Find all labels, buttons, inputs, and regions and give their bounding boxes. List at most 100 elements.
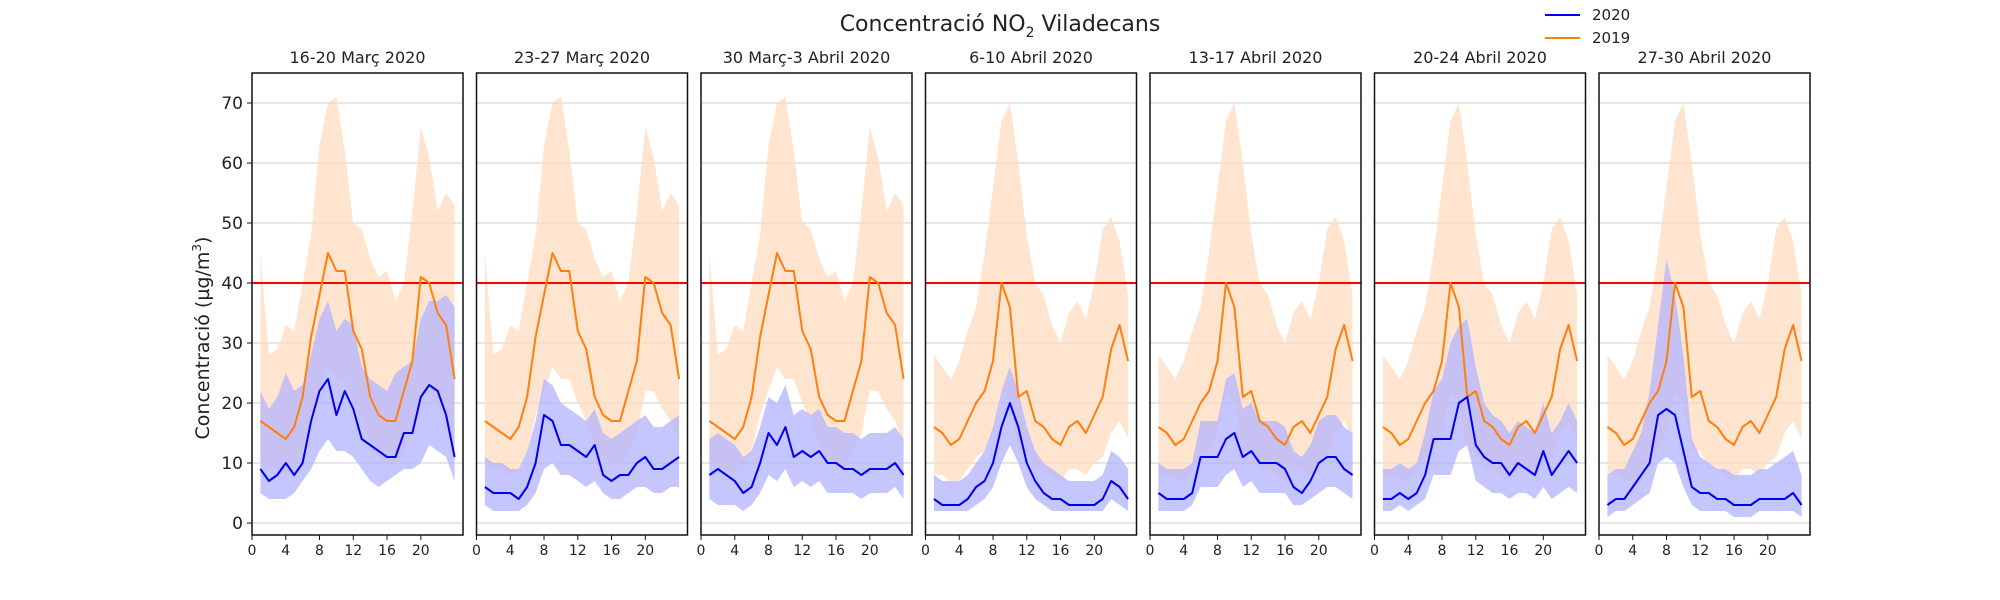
x-tick-label: 20 [412,543,430,559]
legend: 2020 2019 [1545,6,1630,47]
x-tick-label: 4 [1628,543,1637,559]
x-tick-label: 16 [1052,543,1070,559]
x-tick-label: 16 [378,543,396,559]
band-2020 [260,295,455,499]
y-tick-label: 20 [221,394,243,414]
series-2019-line [484,252,681,440]
y-tick-label: 70 [221,94,243,114]
band-2019 [1607,103,1802,481]
chart-title-main: Concentració NO [840,12,1026,37]
y-tick-label: 30 [221,334,243,354]
x-tick-label: 20 [861,543,879,559]
band-2020 [933,367,1129,511]
panel-frame [1373,72,1587,536]
legend-label-2019: 2019 [1592,29,1630,47]
band-2019 [1158,103,1353,481]
y-axis-label-superscript: 3 [190,244,204,252]
y-axis-label-end: ) [192,237,214,244]
x-tick-label: 4 [730,543,739,559]
x-tick-label: 0 [1370,543,1379,559]
x-tick-label: 0 [697,543,706,559]
x-tick-label: 12 [569,543,587,559]
panel-1: 16-20 Març 2020 0 4 8 12 16 20 0 10 20 30 40 50 60 70 [221,48,464,559]
band-2020 [1382,319,1578,511]
x-tick-label: 4 [1179,543,1188,559]
x-tick-label: 4 [506,543,515,559]
panel-title: 6-10 Abril 2020 [969,48,1093,67]
series-2020-line [259,378,456,482]
panel-frame [1149,72,1362,536]
y-axis-label: Concentració (µg/m3) [190,237,214,440]
x-tick-label: 0 [1146,543,1155,559]
x-tick-label: 16 [1725,543,1743,559]
x-tick-label: 16 [1276,543,1294,559]
x-tick-label: 8 [540,543,549,559]
x-tick-label: 12 [344,543,362,559]
chart-title-rest: Viladecans [1035,12,1161,37]
x-tick-label: 8 [764,543,773,559]
band-2020 [709,385,904,511]
x-tick-label: 0 [1595,543,1604,559]
panel-frame [251,72,464,536]
chart-title: Concentració NO2 Viladecans [840,12,1161,41]
band-2019 [933,103,1129,481]
panel-title: 30 Març-3 Abril 2020 [723,48,891,67]
chart-title-subscript: 2 [1026,25,1035,41]
x-tick-label: 12 [1018,543,1036,559]
series-2020-line [1157,432,1354,500]
series-2019-line [708,252,905,440]
x-tick-label: 4 [1404,543,1413,559]
band-2020 [1607,259,1802,517]
series-2020-line [933,402,1129,506]
band-2020 [484,379,680,511]
series-2020-line [708,426,905,494]
series-2019-line [1382,282,1579,446]
panel-title: 13-17 Abril 2020 [1189,48,1323,67]
panel-title: 16-20 Març 2020 [289,48,425,67]
panel-title: 27-30 Abril 2020 [1638,48,1772,67]
band-2019 [1382,103,1578,481]
series-2020-line [1382,396,1578,500]
panel-plot-area [1374,103,1586,511]
panel-plot-area [701,97,912,511]
panel-plot-area [252,97,463,499]
x-tick-label: 12 [1691,543,1709,559]
y-tick-label: 40 [221,274,243,294]
series-2019-line [933,282,1130,446]
series-2020-line [484,414,680,500]
x-tick-label: 0 [921,543,930,559]
panel-5: 13-17 Abril 2020 0 4 8 12 16 20 [1146,48,1362,559]
x-tick-label: 8 [1213,543,1222,559]
panel-3: 30 Març-3 Abril 2020 0 4 8 12 16 20 [697,48,913,559]
x-tick-label: 12 [793,543,811,559]
x-tick-label: 20 [1085,543,1103,559]
x-tick-label: 8 [1662,543,1671,559]
series-2020-line [1606,408,1803,506]
panel-plot-area [1599,103,1810,517]
panel-7: 27-30 Abril 2020 0 4 8 12 16 20 [1595,48,1811,559]
y-tick-label: 50 [221,214,243,234]
panel-plot-area [925,103,1137,511]
panel-plot-area [476,97,688,511]
x-tick-label: 12 [1467,543,1485,559]
x-tick-label: 4 [281,543,290,559]
y-tick-label: 0 [232,514,243,534]
panel-frame [700,72,913,536]
panel-4: 6-10 Abril 2020 0 4 8 12 16 20 [921,48,1138,559]
x-tick-label: 16 [1501,543,1519,559]
x-tick-label: 20 [636,543,654,559]
x-tick-label: 4 [955,543,964,559]
panel-2: 23-27 Març 2020 0 4 8 12 16 20 [472,48,689,559]
x-tick-label: 8 [1438,543,1447,559]
y-tick-label: 60 [221,154,243,174]
panel-title: 23-27 Març 2020 [514,48,650,67]
panel-title: 20-24 Abril 2020 [1413,48,1547,67]
panel-frame [924,72,1138,536]
x-tick-label: 8 [989,543,998,559]
legend-label-2020: 2020 [1592,6,1630,24]
x-tick-label: 16 [827,543,845,559]
x-tick-label: 20 [1534,543,1552,559]
x-tick-label: 20 [1310,543,1328,559]
